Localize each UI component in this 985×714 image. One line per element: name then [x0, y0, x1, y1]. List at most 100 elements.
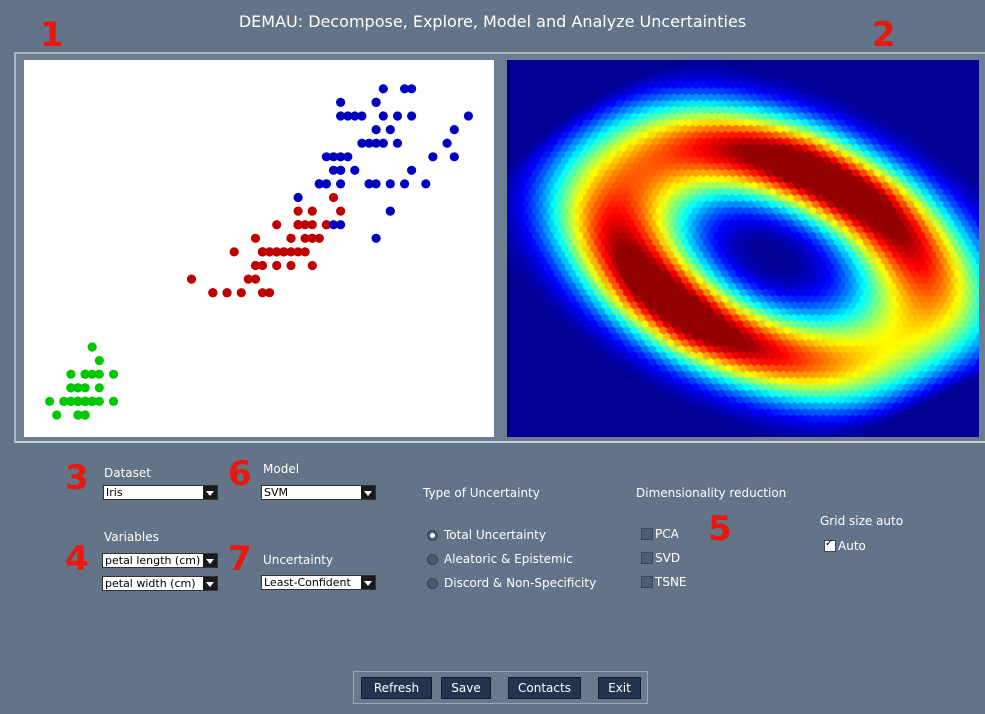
data-point-class-2: [336, 97, 346, 107]
data-point-class-1: [286, 260, 296, 271]
chevron-down-icon[interactable]: [203, 486, 217, 499]
data-point-class-2: [357, 138, 367, 148]
data-point-class-2: [293, 192, 303, 203]
radio-discord-non-specificity[interactable]: Discord & Non-Specificity: [427, 576, 596, 590]
scatter-plot[interactable]: [24, 60, 494, 437]
type-of-uncertainty-label: Type of Uncertainty: [423, 486, 540, 500]
radio-label: Aleatoric & Epistemic: [444, 552, 573, 566]
data-point-class-0: [73, 410, 83, 420]
uncertainty-select[interactable]: Least-Confident: [261, 575, 376, 590]
data-point-class-0: [45, 396, 55, 406]
data-point-class-1: [250, 233, 261, 243]
radio-button-icon[interactable]: [427, 553, 438, 565]
data-point-class-1: [272, 220, 282, 230]
data-point-class-1: [250, 274, 261, 284]
data-point-class-1: [293, 220, 303, 230]
contacts-button[interactable]: Contacts: [508, 677, 581, 699]
model-select[interactable]: SVM: [261, 485, 376, 500]
data-point-class-2: [328, 165, 339, 175]
radio-button-icon[interactable]: [427, 577, 438, 589]
data-point-class-2: [364, 138, 374, 148]
checkbox-grid-auto[interactable]: Auto: [824, 538, 866, 553]
data-point-class-0: [80, 383, 90, 393]
data-point-class-1: [236, 288, 246, 298]
data-point-class-2: [371, 138, 381, 148]
button-bar: Refresh Save Contacts Exit: [353, 671, 648, 704]
data-point-class-2: [421, 179, 431, 189]
refresh-button[interactable]: Refresh: [361, 677, 432, 699]
data-point-class-1: [328, 192, 339, 203]
checkbox-label: Auto: [838, 539, 866, 553]
data-point-class-2: [385, 125, 395, 135]
data-point-class-2: [442, 138, 452, 148]
checkbox-tsne[interactable]: TSNE: [641, 575, 687, 589]
annotation-badge-1: 1: [40, 15, 64, 55]
data-point-class-2: [350, 111, 360, 121]
checkbox-label: PCA: [655, 527, 679, 541]
data-point-class-0: [66, 396, 76, 406]
data-point-class-0: [80, 369, 90, 379]
data-point-class-2: [314, 179, 324, 189]
data-point-class-1: [186, 274, 197, 284]
radio-total-uncertainty[interactable]: Total Uncertainty: [427, 528, 546, 542]
model-select-value: SVM: [264, 486, 288, 499]
data-point-class-0: [87, 369, 97, 379]
data-point-class-2: [371, 233, 381, 243]
chevron-down-icon[interactable]: [203, 577, 217, 590]
data-point-class-2: [400, 84, 410, 94]
data-point-class-1: [300, 233, 310, 243]
checkbox-icon[interactable]: [824, 538, 836, 552]
variable-y-select[interactable]: petal width (cm): [102, 576, 218, 591]
checkbox-label: TSNE: [655, 575, 687, 589]
save-button[interactable]: Save: [441, 677, 491, 699]
data-point-class-0: [73, 383, 83, 393]
data-point-class-1: [279, 247, 289, 257]
data-point-class-1: [336, 206, 346, 216]
variable-x-value: petal length (cm): [105, 554, 201, 567]
chevron-down-icon[interactable]: [361, 576, 375, 589]
dim-reduction-label: Dimensionality reduction: [636, 486, 787, 500]
data-point-class-2: [343, 111, 353, 121]
radio-label: Discord & Non-Specificity: [444, 576, 597, 590]
data-point-class-1: [208, 288, 218, 298]
data-point-class-2: [371, 97, 381, 107]
checkbox-icon[interactable]: [641, 528, 653, 540]
data-point-class-2: [336, 111, 346, 121]
data-point-class-2: [378, 84, 388, 94]
data-point-class-2: [400, 179, 410, 189]
radio-button-icon[interactable]: [427, 529, 438, 541]
data-point-class-2: [378, 138, 388, 148]
data-point-class-0: [66, 369, 76, 379]
variable-x-select[interactable]: petal length (cm): [102, 553, 218, 568]
data-point-class-2: [321, 179, 331, 189]
annotation-badge-2: 2: [872, 15, 896, 55]
data-point-class-2: [449, 125, 459, 135]
uncertainty-label: Uncertainty: [263, 553, 334, 567]
data-point-class-0: [108, 369, 119, 379]
data-point-class-2: [463, 111, 473, 121]
variable-y-value: petal width (cm): [105, 577, 196, 590]
data-point-class-0: [94, 369, 104, 379]
annotation-badge-4: 4: [65, 539, 89, 579]
chevron-down-icon[interactable]: [203, 554, 217, 567]
checkbox-icon[interactable]: [641, 552, 653, 564]
data-point-class-0: [52, 410, 62, 420]
data-point-class-1: [307, 233, 317, 243]
model-label: Model: [263, 462, 300, 476]
data-point-class-2: [350, 165, 360, 175]
data-point-class-2: [407, 111, 417, 121]
checkbox-pca[interactable]: PCA: [641, 527, 679, 541]
checkbox-svd[interactable]: SVD: [641, 551, 680, 565]
data-point-class-1: [257, 288, 268, 298]
data-point-class-1: [307, 206, 317, 216]
chevron-down-icon[interactable]: [361, 486, 375, 499]
uncertainty-heatmap[interactable]: [507, 60, 979, 437]
data-point-class-2: [336, 179, 346, 189]
annotation-badge-3: 3: [65, 458, 89, 498]
data-point-class-0: [87, 396, 97, 406]
dataset-select[interactable]: Iris: [103, 485, 218, 500]
exit-button[interactable]: Exit: [598, 677, 641, 699]
checkbox-icon[interactable]: [641, 576, 653, 588]
data-point-class-1: [286, 233, 296, 243]
radio-aleatoric-epistemic[interactable]: Aleatoric & Epistemic: [427, 552, 573, 566]
